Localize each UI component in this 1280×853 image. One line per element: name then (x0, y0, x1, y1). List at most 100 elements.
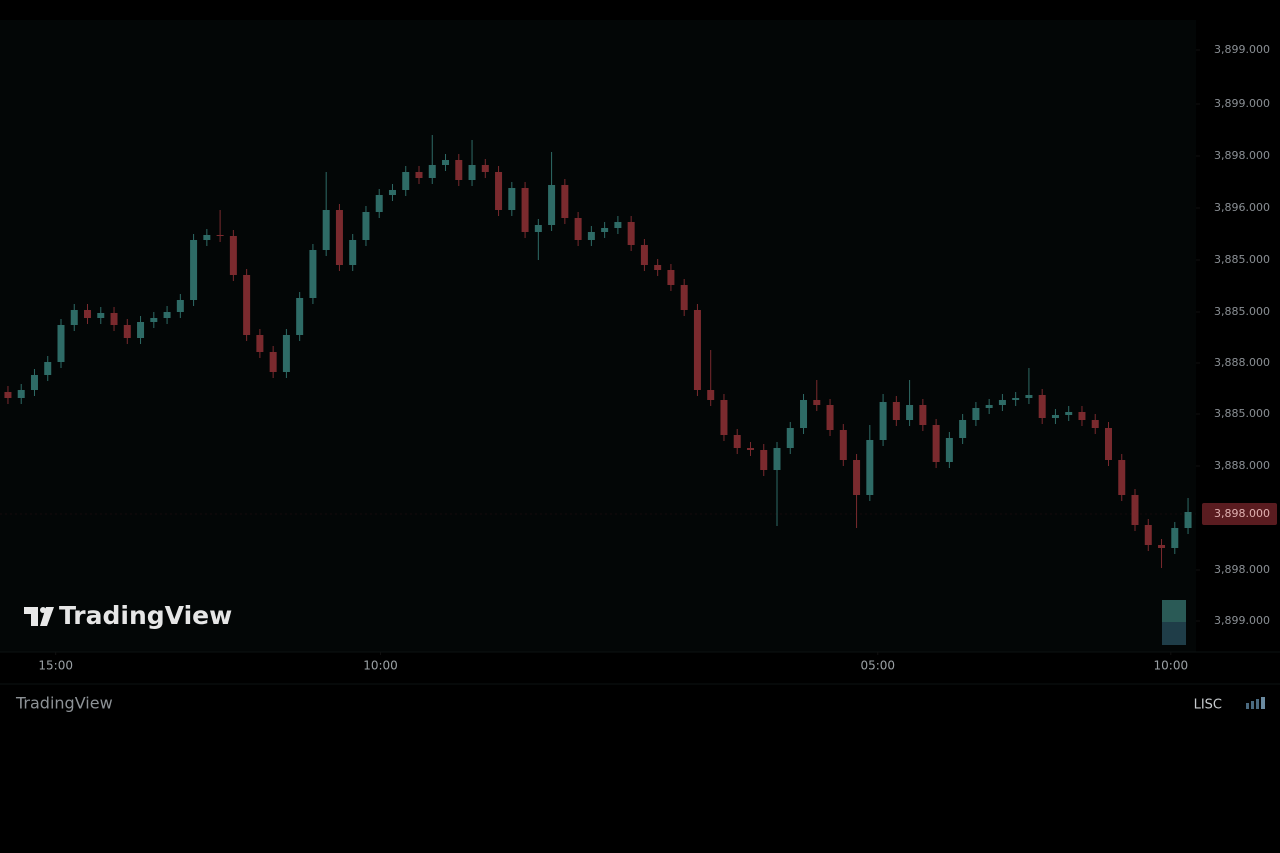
candle-body (587, 232, 595, 240)
candle-body (176, 300, 184, 312)
candle-body (786, 428, 794, 448)
logo-mark (24, 607, 38, 626)
candle-body (428, 165, 436, 178)
candle-body (667, 270, 675, 285)
candle-body (17, 390, 25, 398)
footer-brand: TradingView (15, 694, 113, 713)
candle-body (84, 310, 92, 318)
footer-icon[interactable] (1246, 697, 1265, 709)
candle-body (296, 298, 304, 335)
candle-body (190, 240, 198, 300)
x-tick-label: 10:00 (1154, 659, 1189, 673)
candle-body (614, 222, 622, 228)
plot-area (0, 20, 1196, 652)
candle-body (521, 188, 529, 232)
candle-body (508, 188, 516, 210)
watermark-logo: TradingView (24, 601, 232, 630)
y-tick-label: 3,898.000 (1214, 563, 1270, 576)
candle-body (1078, 412, 1086, 420)
candle-body (243, 275, 251, 335)
candle-body (945, 438, 953, 462)
candle-body (1171, 528, 1179, 548)
candle-body (906, 405, 914, 420)
candle-body (1091, 420, 1099, 428)
candle-body (1131, 495, 1139, 525)
y-tick-label: 3,888.000 (1214, 356, 1270, 369)
candle-body (163, 312, 171, 318)
icon-bar (1261, 697, 1265, 709)
y-tick-label: 3,899.000 (1214, 614, 1270, 627)
last-price-label: 3,898.000 (1214, 507, 1270, 520)
candle-body (1038, 395, 1046, 418)
candle-body (375, 195, 383, 212)
candle-body (892, 402, 900, 420)
candle-body (269, 352, 277, 372)
candle-body (322, 210, 330, 250)
candle-body (442, 160, 450, 165)
candle-body (800, 400, 808, 428)
candle-body (349, 240, 357, 265)
footer-label: LISC (1194, 698, 1222, 713)
y-tick-label: 3,885.000 (1214, 407, 1270, 420)
candle-body (1065, 412, 1073, 415)
icon-bar (1251, 701, 1254, 709)
candle-body (839, 430, 847, 460)
candle-body (30, 375, 38, 390)
candle-body (733, 435, 741, 448)
candle-body (44, 362, 52, 375)
candle-body (574, 218, 582, 240)
y-tick-label: 3,888.000 (1214, 459, 1270, 472)
x-tick-label: 15:00 (38, 659, 73, 673)
candle-body (137, 322, 145, 338)
candle-body (97, 313, 105, 318)
candle-body (813, 400, 821, 405)
candle-body (216, 235, 224, 236)
candle-body (468, 165, 476, 180)
x-tick-label: 10:00 (363, 659, 398, 673)
candle-body (1051, 415, 1059, 418)
candle-body (415, 172, 423, 178)
y-tick-label: 3,899.000 (1214, 97, 1270, 110)
candle-body (4, 392, 12, 398)
candle-body (720, 400, 728, 435)
candle-body (110, 313, 118, 325)
candle-body (985, 405, 993, 408)
candle-body (495, 172, 503, 210)
candle-body (760, 450, 768, 470)
y-tick-label: 3,898.000 (1214, 149, 1270, 162)
candle-body (402, 172, 410, 190)
y-tick-label: 3,885.000 (1214, 305, 1270, 318)
candle-body (282, 335, 290, 372)
icon-bar (1256, 699, 1259, 709)
candle-body (150, 318, 158, 322)
candle-body (826, 405, 834, 430)
y-tick-label: 3,899.000 (1214, 43, 1270, 56)
watermark-text: TradingView (59, 601, 232, 630)
candle-body (640, 245, 648, 265)
candle-body (57, 325, 65, 362)
candle-body (203, 235, 211, 240)
candle-body (534, 225, 542, 232)
candle-body (309, 250, 317, 298)
candle-body (548, 185, 556, 225)
candle-body (335, 210, 343, 265)
x-tick-label: 05:00 (860, 659, 895, 673)
candle-body (1104, 428, 1112, 460)
candle-body (680, 285, 688, 310)
y-tick-label: 3,885.000 (1214, 253, 1270, 266)
candle-body (773, 448, 781, 470)
candle-body (1144, 525, 1152, 545)
candle-body (959, 420, 967, 438)
candle-body (229, 236, 237, 275)
candle-body (919, 405, 927, 425)
volume-indicator-top (1162, 600, 1186, 622)
candle-body (388, 190, 396, 195)
candle-body (972, 408, 980, 420)
candle-body (693, 310, 701, 390)
candle-body (455, 160, 463, 180)
candle-body (853, 460, 861, 495)
candle-body (1184, 512, 1192, 528)
last-price-box (1202, 503, 1277, 525)
y-tick-label: 3,896.000 (1214, 201, 1270, 214)
